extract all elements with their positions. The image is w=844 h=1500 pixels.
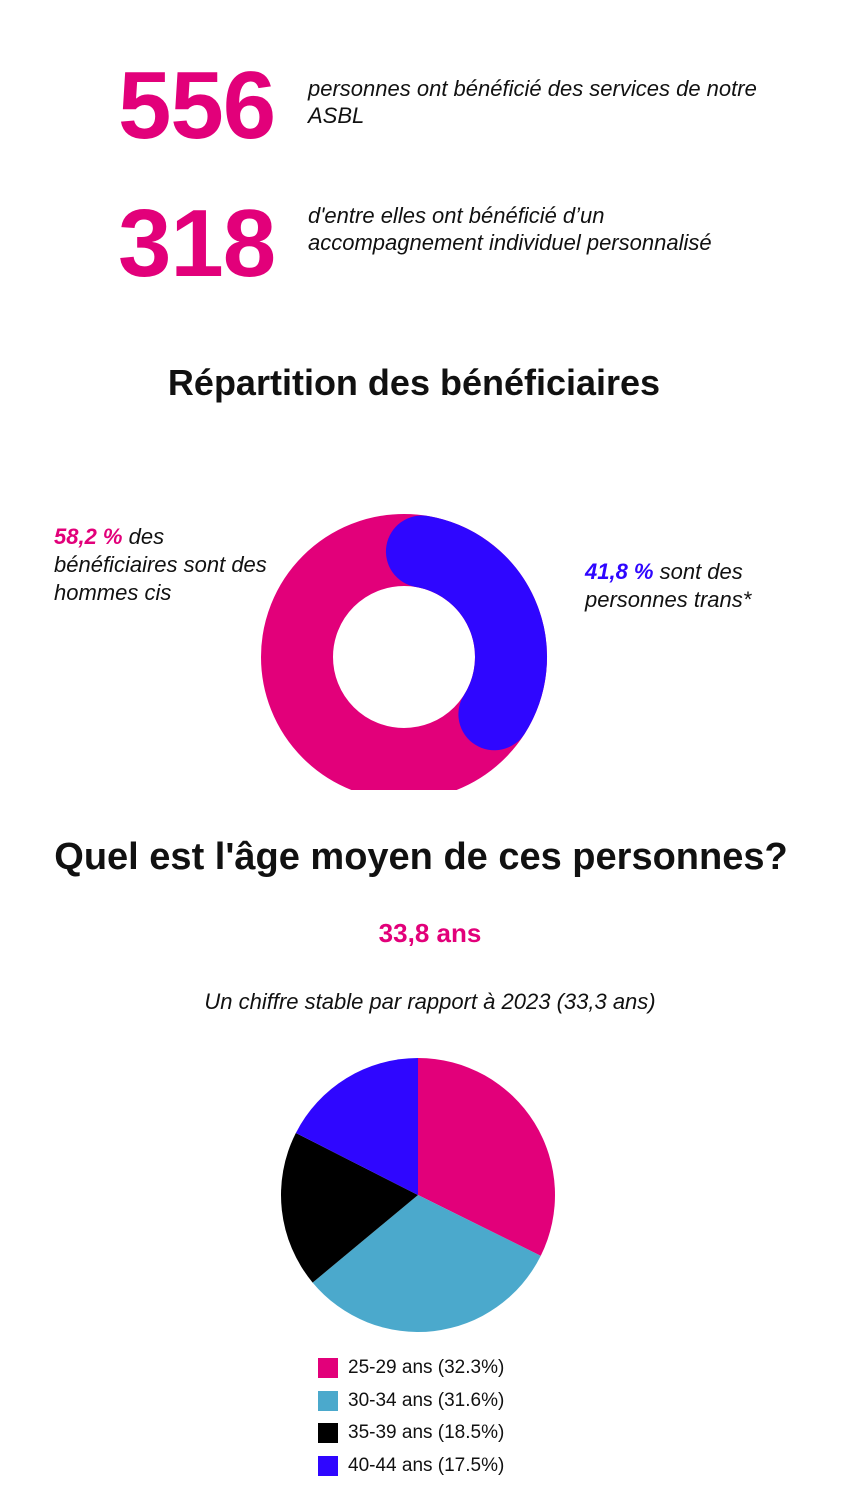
average-age-note: Un chiffre stable par rapport à 2023 (33… [204,989,656,1014]
pie-slice-1 [312,1195,541,1332]
donut-chart [261,514,547,790]
pie-slice-2 [281,1132,418,1283]
legend-item: 35-39 ans (18.5%) [318,1417,504,1450]
age-legend: 25-29 ans (32.3%) 30-34 ans (31.6%) 35-39 … [318,1352,504,1482]
pie-slice-3 [295,1058,418,1195]
legend-item: 30-34 ans (31.6%) [318,1385,504,1418]
pie-slice-0 [418,1058,555,1256]
donut-slice-trans [385,515,547,751]
trans-percentage: 41,8 % [585,559,654,584]
legend-swatch [318,1423,338,1444]
cis-text: des bénéficiaires sont des hommes cis [54,524,267,605]
stat-number: 318 [118,190,276,297]
trans-text: sont des personnes trans* [585,559,752,612]
section-title-distribution: Répartition des bénéficiaires [167,362,661,403]
stat-description: d'entre elles ont bénéficié d’un accompa… [308,203,712,255]
legend-swatch [318,1455,338,1476]
legend-item: 40-44 ans (17.5%) [318,1450,504,1483]
donut-label-cis: 58,2 % des bénéficiaires sont des hommes… [54,523,274,607]
stat-number: 556 [118,52,276,159]
legend-label: 25-29 ans (32.3%) [348,1357,505,1379]
legend-swatch [318,1358,338,1379]
stat-description: personnes ont bénéficié des services de … [308,76,757,128]
donut-label-trans: 41,8 % sont des personnes trans* [585,558,825,614]
legend-item: 25-29 ans (32.3%) [318,1352,504,1385]
age-pie-chart [281,1058,555,1332]
legend-swatch [318,1390,338,1411]
legend-label: 30-34 ans (31.6%) [348,1389,505,1411]
legend-label: 40-44 ans (17.5%) [348,1454,505,1476]
average-age-value: 33,8 ans [378,918,482,948]
legend-label: 35-39 ans (18.5%) [348,1422,505,1444]
cis-percentage: 58,2 % [54,524,123,549]
section-title-age: Quel est l'âge moyen de ces personnes? [54,836,788,878]
